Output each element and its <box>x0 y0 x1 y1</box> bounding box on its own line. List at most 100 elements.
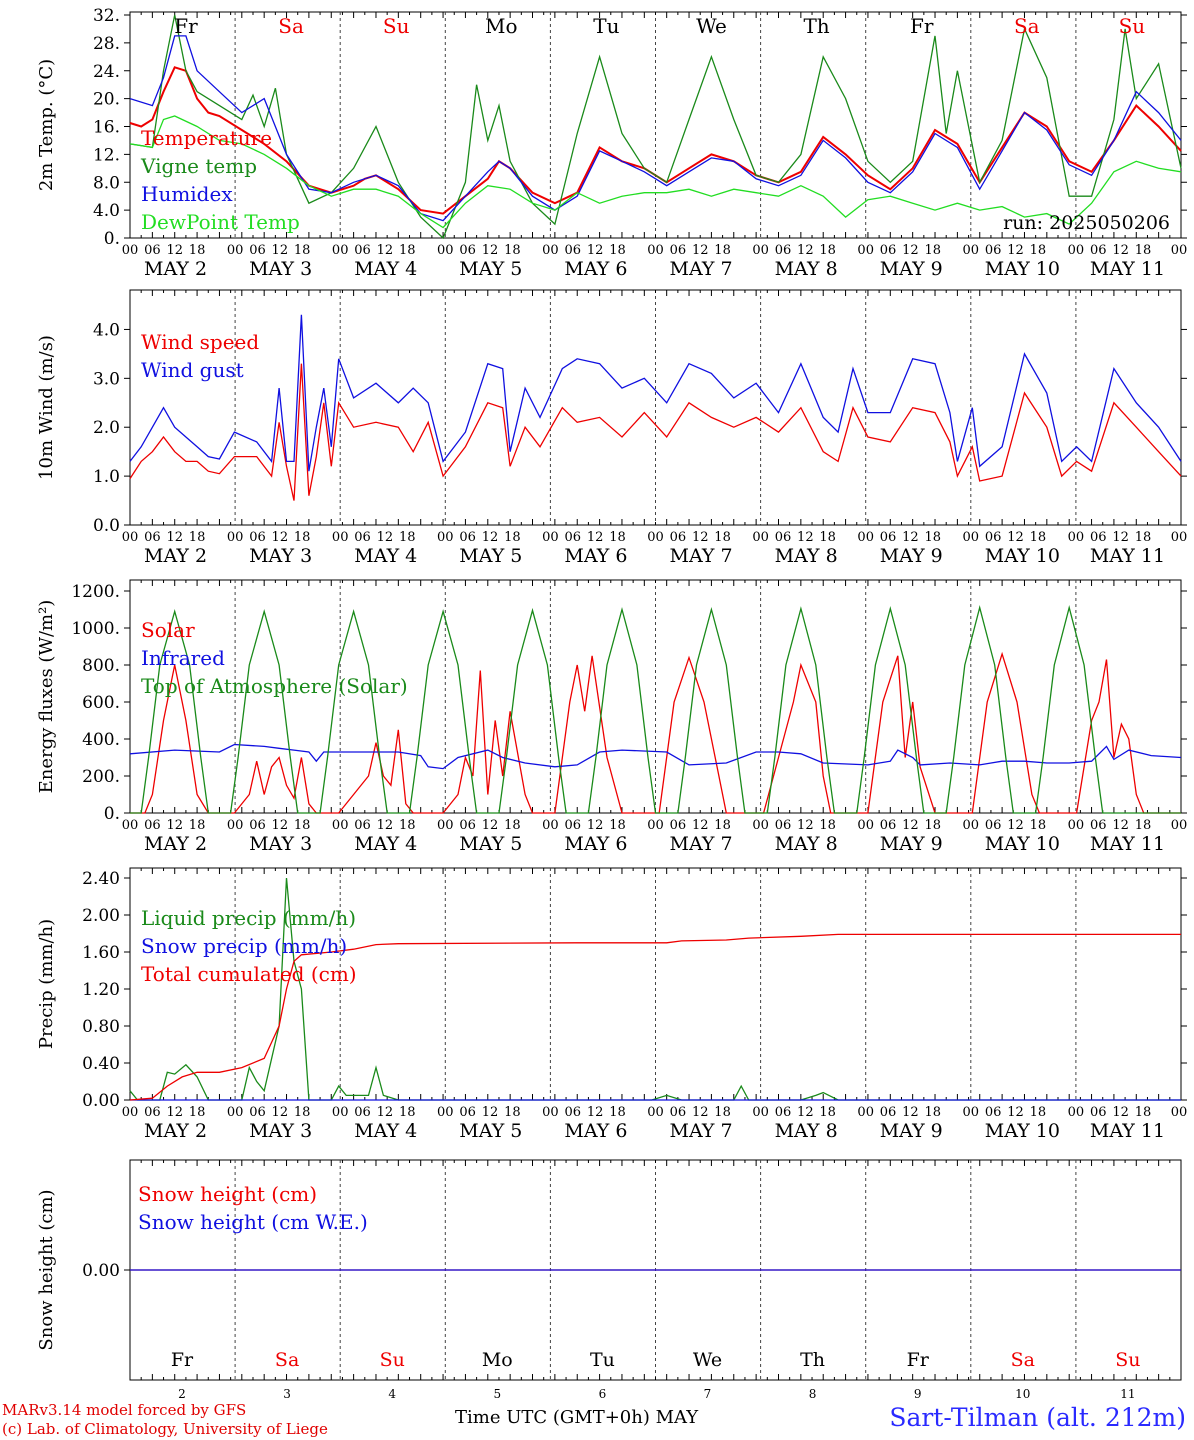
hour-label: 12 <box>166 818 183 833</box>
hour-label: 06 <box>880 818 897 833</box>
wind-ytick-label: 4.0 <box>93 320 120 340</box>
hour-label: 00 <box>437 243 454 258</box>
hour-label: 12 <box>272 818 289 833</box>
wind-ytick-label: 3.0 <box>93 369 120 389</box>
series-line-top-of-atmosphere-solar- <box>130 605 1181 814</box>
hour-label: 00 <box>647 530 664 545</box>
weekday-label: Su <box>383 14 410 38</box>
hour-label: 00 <box>963 1105 980 1120</box>
hour-label: 18 <box>714 530 731 545</box>
date-label: MAY 9 <box>880 1120 943 1142</box>
hour-label: 12 <box>482 243 499 258</box>
hour-label: 06 <box>985 1105 1002 1120</box>
hour-label: 12 <box>797 530 814 545</box>
temp-ylabel: 2m Temp. (°C) <box>36 59 57 191</box>
date-label: MAY 2 <box>144 833 207 855</box>
hour-label: 12 <box>902 243 919 258</box>
hour-label: 18 <box>1030 243 1047 258</box>
hour-label: 12 <box>1007 530 1024 545</box>
hour-label: 06 <box>354 243 371 258</box>
date-label: MAY 10 <box>985 1120 1060 1142</box>
wind-ytick-label: 1.0 <box>93 467 120 487</box>
series-line-total-cumulated-cm- <box>129 933 1181 1101</box>
legend-snow-height-cm-w-e-: Snow height (cm W.E.) <box>138 1210 368 1234</box>
temp-ytick-label: 24. <box>93 62 120 82</box>
hour-label: 18 <box>399 1105 416 1120</box>
series-line-dewpoint-temp <box>129 115 1182 229</box>
date-label: MAY 6 <box>564 258 627 280</box>
hour-label: 06 <box>564 530 581 545</box>
weekday-label: Sa <box>278 14 304 38</box>
date-label: MAY 7 <box>670 258 733 280</box>
hour-label: 00 <box>542 530 559 545</box>
run-label: run: 2025050206 <box>1003 212 1170 234</box>
hour-label: 00 <box>332 530 349 545</box>
legend-humidex: Humidex <box>141 182 233 206</box>
hour-label: 06 <box>1090 530 1107 545</box>
precip-ytick-label: 0.40 <box>82 1054 120 1074</box>
hour-label: 18 <box>819 818 836 833</box>
weekday-label: Th <box>803 14 829 38</box>
hour-label: 18 <box>399 530 416 545</box>
hour-label: 00 <box>437 818 454 833</box>
hour-label: 18 <box>609 243 626 258</box>
legend-top-of-atmosphere-solar-: Top of Atmosphere (Solar) <box>141 674 408 698</box>
hour-label: 12 <box>482 530 499 545</box>
temp-ytick-label: 20. <box>93 90 120 110</box>
hour-label: 12 <box>1007 1105 1024 1120</box>
hour-label: 00 <box>647 243 664 258</box>
hour-label: 18 <box>1135 1105 1152 1120</box>
hour-label: 06 <box>564 818 581 833</box>
hour-label: 06 <box>354 530 371 545</box>
date-label: MAY 8 <box>775 1120 838 1142</box>
hour-label: 06 <box>249 243 266 258</box>
energy-ytick-label: 1000. <box>71 619 120 639</box>
hour-label: 18 <box>1030 818 1047 833</box>
hour-label: 06 <box>564 243 581 258</box>
hour-label: 00 <box>227 818 244 833</box>
legend-infrared: Infrared <box>141 646 225 670</box>
hour-label: 12 <box>797 818 814 833</box>
legend-snow-height-cm-: Snow height (cm) <box>138 1182 317 1206</box>
hour-label: 18 <box>294 243 311 258</box>
hour-label: 00 <box>227 1105 244 1120</box>
hour-label: 12 <box>692 1105 709 1120</box>
hour-label: 00 <box>542 243 559 258</box>
date-label: MAY 11 <box>1090 833 1165 855</box>
hour-label: 06 <box>249 530 266 545</box>
hour-label: 06 <box>775 818 792 833</box>
temp-ytick-label: 4.0 <box>93 201 120 221</box>
hour-label: 12 <box>377 818 394 833</box>
hour-label: 18 <box>1135 530 1152 545</box>
time-axis-label: Time UTC (GMT+0h) MAY <box>455 1407 699 1428</box>
day-number: 8 <box>809 1387 817 1401</box>
hour-label: 00 <box>1171 818 1188 833</box>
hour-label: 12 <box>1112 530 1129 545</box>
date-label: MAY 10 <box>985 545 1060 567</box>
weekday-label: Fr <box>910 14 934 38</box>
hour-label: 00 <box>1068 243 1085 258</box>
hour-label: 12 <box>166 1105 183 1120</box>
legend-liquid-precip-mm-h-: Liquid precip (mm/h) <box>141 906 356 930</box>
series-line-wind-speed <box>129 363 1182 501</box>
weekday-label: Tu <box>590 1349 615 1371</box>
hour-label: 18 <box>819 1105 836 1120</box>
hour-label: 00 <box>542 1105 559 1120</box>
hour-label: 12 <box>1112 1105 1129 1120</box>
hour-label: 06 <box>144 243 161 258</box>
date-label: MAY 4 <box>354 833 417 855</box>
hour-label: 00 <box>122 818 139 833</box>
legend-snow-precip-mm-h-: Snow precip (mm/h) <box>141 934 347 958</box>
energy-ytick-label: 800. <box>82 656 120 676</box>
hour-label: 18 <box>1030 1105 1047 1120</box>
hour-label: 06 <box>985 530 1002 545</box>
hour-label: 18 <box>189 530 206 545</box>
hour-label: 18 <box>399 818 416 833</box>
energy-ytick-label: 400. <box>82 730 120 750</box>
hour-label: 06 <box>1090 243 1107 258</box>
day-number: 9 <box>914 1387 922 1401</box>
hour-label: 00 <box>1068 1105 1085 1120</box>
hour-label: 06 <box>670 818 687 833</box>
precip-ytick-label: 0.00 <box>82 1091 120 1111</box>
